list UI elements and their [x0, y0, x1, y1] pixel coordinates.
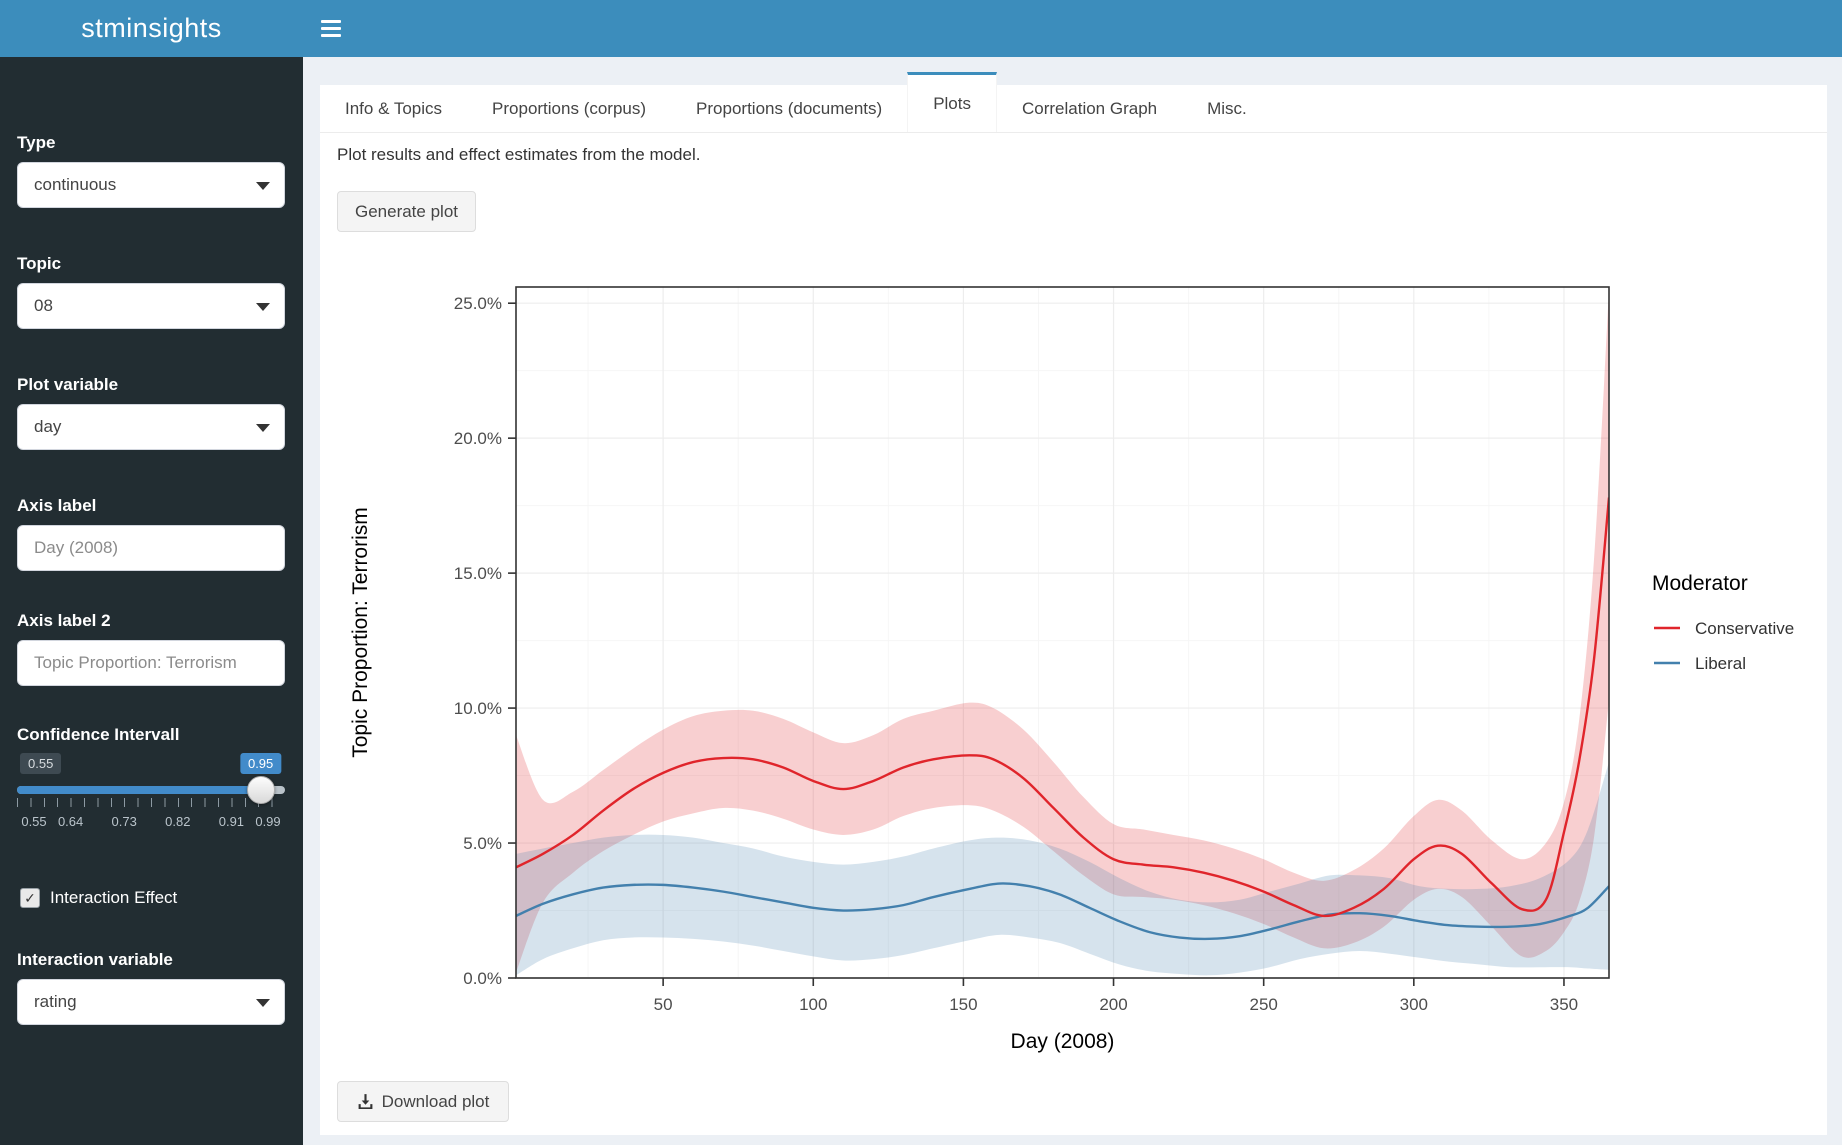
- y-tick-label: 5.0%: [463, 834, 502, 853]
- sidebar: Type continuous Topic 08 Plot variable d…: [0, 57, 303, 1145]
- topic-label: Topic: [17, 254, 62, 273]
- slider-tick-label: 0.55: [21, 814, 47, 829]
- x-tick-label: 250: [1249, 995, 1277, 1014]
- checkbox-check-icon: ✓: [20, 888, 40, 908]
- x-axis-title: Day (2008): [1011, 1030, 1115, 1053]
- tab-proportions-documents[interactable]: Proportions (documents): [696, 98, 883, 118]
- slider-tick-label: 0.73: [111, 814, 137, 829]
- panel-border: [515, 286, 1610, 979]
- slider-tick-label: 0.91: [218, 814, 245, 829]
- main-tab-panel: Info & Topics Proportions (corpus) Propo…: [320, 72, 1827, 1135]
- tab-correlation-graph[interactable]: Correlation Graph: [1021, 98, 1158, 118]
- plot-variable-select[interactable]: day: [17, 404, 285, 450]
- axis-label2-input-value: Topic Proportion: Terrorism: [34, 653, 237, 672]
- confidence-interval-label: Confidence Intervall: [17, 725, 180, 744]
- interaction-effect-label: Interaction Effect: [50, 888, 178, 907]
- confidence-slider-track[interactable]: [17, 786, 285, 794]
- chevron-down-icon: [256, 424, 270, 432]
- plot-variable-label: Plot variable: [17, 375, 119, 394]
- slider-value-badge: 0.95: [239, 753, 282, 774]
- x-tick-label: 200: [1099, 995, 1127, 1014]
- effect-plot: 0.0% 5.0% 10.0% 15.0% 20.0% 25.0% 50 100 150 200 2…: [337, 240, 1832, 1062]
- top-navbar: stminsights: [0, 0, 1842, 57]
- slider-tick-label: 0.82: [165, 814, 191, 829]
- y-tick-label: 20.0%: [454, 429, 502, 448]
- liberal-line: [516, 882, 1609, 941]
- chevron-down-icon: [256, 303, 270, 311]
- type-label: Type: [17, 133, 56, 152]
- plot-variable-select-value: day: [34, 417, 62, 436]
- confidence-slider-fill: [17, 786, 261, 794]
- y-axis-title: Topic Proportion: Terrorism: [349, 507, 372, 758]
- download-plot-button[interactable]: Download plot: [337, 1081, 509, 1122]
- tab-info-topics[interactable]: Info & Topics: [345, 98, 443, 118]
- axis-label-input-value: Day (2008): [34, 538, 119, 557]
- interaction-variable-select-value: rating: [34, 992, 77, 1011]
- app-logo: stminsights: [81, 13, 222, 43]
- x-tick-label: 100: [799, 995, 827, 1014]
- x-tick-label: 150: [949, 995, 977, 1014]
- axis-label-label: Axis label: [17, 496, 97, 515]
- conservative-line: [516, 497, 1609, 918]
- slider-tick-grid: [17, 798, 285, 807]
- chevron-down-icon: [256, 182, 270, 190]
- slider-tick-label: 0.99: [255, 814, 281, 829]
- interaction-variable-label: Interaction variable: [17, 950, 173, 969]
- legend-label-conservative: Conservative: [1695, 619, 1794, 638]
- topic-select-value: 08: [34, 296, 53, 315]
- interaction-variable-select[interactable]: rating: [17, 979, 285, 1025]
- conservative-ci-ribbon: [516, 289, 1609, 973]
- slider-tick-label: 0.64: [57, 814, 84, 829]
- tab-bar: Info & Topics Proportions (corpus) Propo…: [320, 72, 1827, 133]
- tab-misc[interactable]: Misc.: [1207, 98, 1247, 118]
- generate-plot-label: Generate plot: [354, 201, 458, 221]
- download-icon: [358, 1094, 373, 1109]
- x-tick-label: 50: [654, 995, 673, 1014]
- liberal-ci-ribbon: [516, 762, 1609, 976]
- chevron-down-icon: [256, 999, 270, 1007]
- plot-panel: [516, 287, 1609, 978]
- y-tick-label: 15.0%: [454, 564, 502, 583]
- x-tick-label: 350: [1550, 995, 1578, 1014]
- axis-label2-input[interactable]: Topic Proportion: Terrorism: [17, 640, 285, 686]
- interaction-effect-checkbox[interactable]: ✓ Interaction Effect: [20, 888, 177, 908]
- type-select[interactable]: continuous: [17, 162, 285, 208]
- y-tick-label: 10.0%: [454, 699, 502, 718]
- download-plot-label: Download plot: [381, 1091, 490, 1111]
- topic-select[interactable]: 08: [17, 283, 285, 329]
- axis-label-input[interactable]: Day (2008): [17, 525, 285, 571]
- plots-description: Plot results and effect estimates from t…: [337, 145, 701, 164]
- confidence-slider-handle[interactable]: [246, 776, 275, 804]
- type-select-value: continuous: [34, 175, 117, 194]
- y-tick-label: 25.0%: [454, 294, 502, 313]
- x-tick-label: 300: [1400, 995, 1428, 1014]
- tab-plots[interactable]: Plots: [907, 72, 997, 132]
- axis-label2-label: Axis label 2: [17, 611, 111, 630]
- sidebar-toggle-button[interactable]: [303, 0, 359, 57]
- legend-label-liberal: Liberal: [1695, 654, 1746, 673]
- slider-min-badge: 0.55: [20, 753, 62, 774]
- y-tick-label: 0.0%: [463, 969, 502, 988]
- tab-proportions-corpus[interactable]: Proportions (corpus): [492, 98, 647, 118]
- generate-plot-button[interactable]: Generate plot: [337, 191, 476, 232]
- legend-title: Moderator: [1652, 572, 1748, 595]
